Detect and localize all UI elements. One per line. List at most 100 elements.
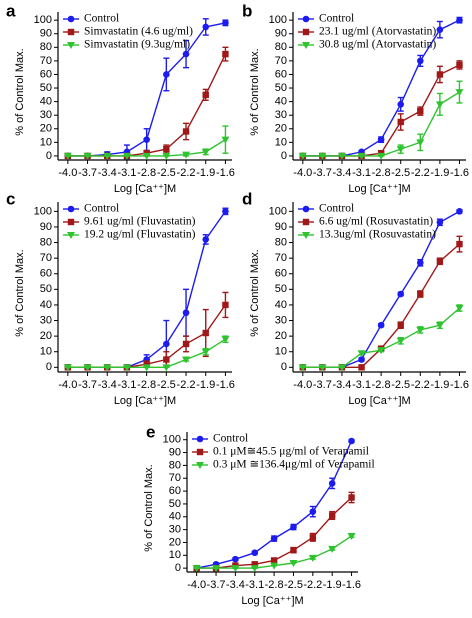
data-point: [270, 562, 279, 570]
data-point: [318, 364, 327, 372]
x-tick-label: -4.0: [58, 379, 77, 391]
legend-marker: [302, 42, 310, 49]
y-tick-label: 30: [275, 314, 287, 326]
fit-line: [302, 307, 460, 368]
data-point: [290, 523, 297, 531]
x-tick-label: -3.4: [332, 379, 351, 391]
x-tick-label: -2.2: [411, 167, 430, 179]
data-point: [337, 364, 346, 372]
data-point: [63, 364, 72, 372]
data-point: [347, 533, 356, 541]
x-tick-label: -3.4: [226, 579, 245, 591]
data-point: [358, 356, 365, 363]
y-tick-label: 80: [40, 41, 52, 53]
y-tick-label: 0: [175, 562, 181, 574]
y-axis-label: % of Control Max.: [249, 48, 261, 135]
x-tick-label: -4.0: [187, 579, 206, 591]
legend-marker: [302, 232, 310, 239]
y-tick-label: 100: [34, 14, 52, 26]
data-point: [202, 23, 210, 31]
y-tick-label: 0: [46, 361, 52, 373]
y-tick-label: 10: [275, 346, 287, 358]
fit-line: [302, 91, 460, 157]
data-point: [270, 535, 278, 542]
x-tick-label: -1.6: [450, 167, 469, 179]
data-point: [456, 61, 463, 69]
data-point: [397, 290, 405, 298]
data-point: [397, 118, 404, 126]
data-point: [212, 565, 221, 573]
data-point: [142, 364, 151, 372]
data-point: [377, 152, 386, 160]
x-tick-label: -2.5: [391, 167, 410, 179]
y-tick-label: 10: [275, 136, 287, 148]
y-tick-label: 0: [281, 361, 287, 373]
legend-label: Control: [319, 13, 354, 25]
legend-marker: [67, 42, 75, 49]
data-point: [396, 146, 405, 154]
y-tick-label: 70: [40, 55, 52, 67]
y-tick-label: 80: [275, 41, 287, 53]
y-tick-label: 40: [40, 96, 52, 108]
y-tick-label: 20: [40, 123, 52, 135]
data-point: [182, 356, 191, 364]
y-tick-label: 70: [275, 55, 287, 67]
x-tick-label: -2.5: [157, 167, 176, 179]
legend-marker: [302, 28, 310, 36]
data-point: [163, 71, 170, 78]
data-point: [192, 565, 201, 573]
legend-marker: [67, 205, 75, 213]
y-tick-label: 40: [275, 96, 287, 108]
x-tick-label: -1.6: [342, 579, 361, 591]
data-point: [222, 301, 229, 309]
legend-marker: [67, 232, 75, 239]
data-point: [397, 101, 405, 108]
data-point: [182, 340, 190, 348]
legend-label: 19.2 ug/ml (Fluvastatin): [84, 229, 196, 241]
panel-label: e: [146, 422, 155, 441]
x-tick-label: -2.8: [372, 167, 391, 179]
data-point: [436, 71, 444, 78]
y-tick-label: 100: [269, 14, 287, 26]
data-point: [270, 557, 278, 564]
x-tick-label: -3.1: [117, 379, 136, 391]
y-tick-label: 30: [40, 109, 52, 121]
y-tick-label: 0: [46, 150, 52, 162]
data-point: [417, 107, 424, 115]
legend-marker: [302, 15, 310, 23]
data-point: [348, 494, 355, 501]
y-tick-label: 20: [169, 536, 181, 548]
data-point: [436, 258, 444, 265]
data-point: [163, 356, 170, 363]
x-axis-label: Log [Ca⁺⁺]M: [348, 395, 410, 407]
data-point: [456, 208, 463, 215]
x-tick-label: -1.9: [196, 379, 215, 391]
data-point: [142, 152, 151, 160]
x-tick-label: -3.1: [352, 379, 371, 391]
data-point: [328, 545, 337, 553]
data-point: [162, 152, 171, 160]
data-point: [328, 512, 336, 519]
y-axis-label: % of Control Max.: [14, 249, 26, 336]
legend-label: Control: [84, 203, 119, 215]
legend-label: Control: [319, 203, 354, 215]
data-point: [201, 348, 210, 356]
x-tick-label: -4.0: [293, 167, 312, 179]
y-tick-label: 70: [275, 252, 287, 264]
data-point: [163, 145, 170, 153]
panel-label: b: [242, 1, 252, 20]
x-tick-label: -3.1: [245, 579, 264, 591]
legend-label: Control: [84, 13, 119, 25]
data-point: [63, 152, 72, 160]
x-tick-label: -1.9: [323, 579, 342, 591]
data-point: [251, 561, 258, 568]
legend-label: Simvastatin (4.6 ug/ml): [84, 26, 193, 38]
y-tick-label: 40: [40, 299, 52, 311]
y-tick-label: 10: [169, 549, 181, 561]
data-point: [456, 240, 463, 248]
x-tick-label: -3.4: [332, 167, 351, 179]
legend-marker: [302, 218, 310, 226]
data-point: [231, 565, 240, 573]
x-axis-label: Log [Ca⁺⁺]M: [114, 183, 176, 195]
